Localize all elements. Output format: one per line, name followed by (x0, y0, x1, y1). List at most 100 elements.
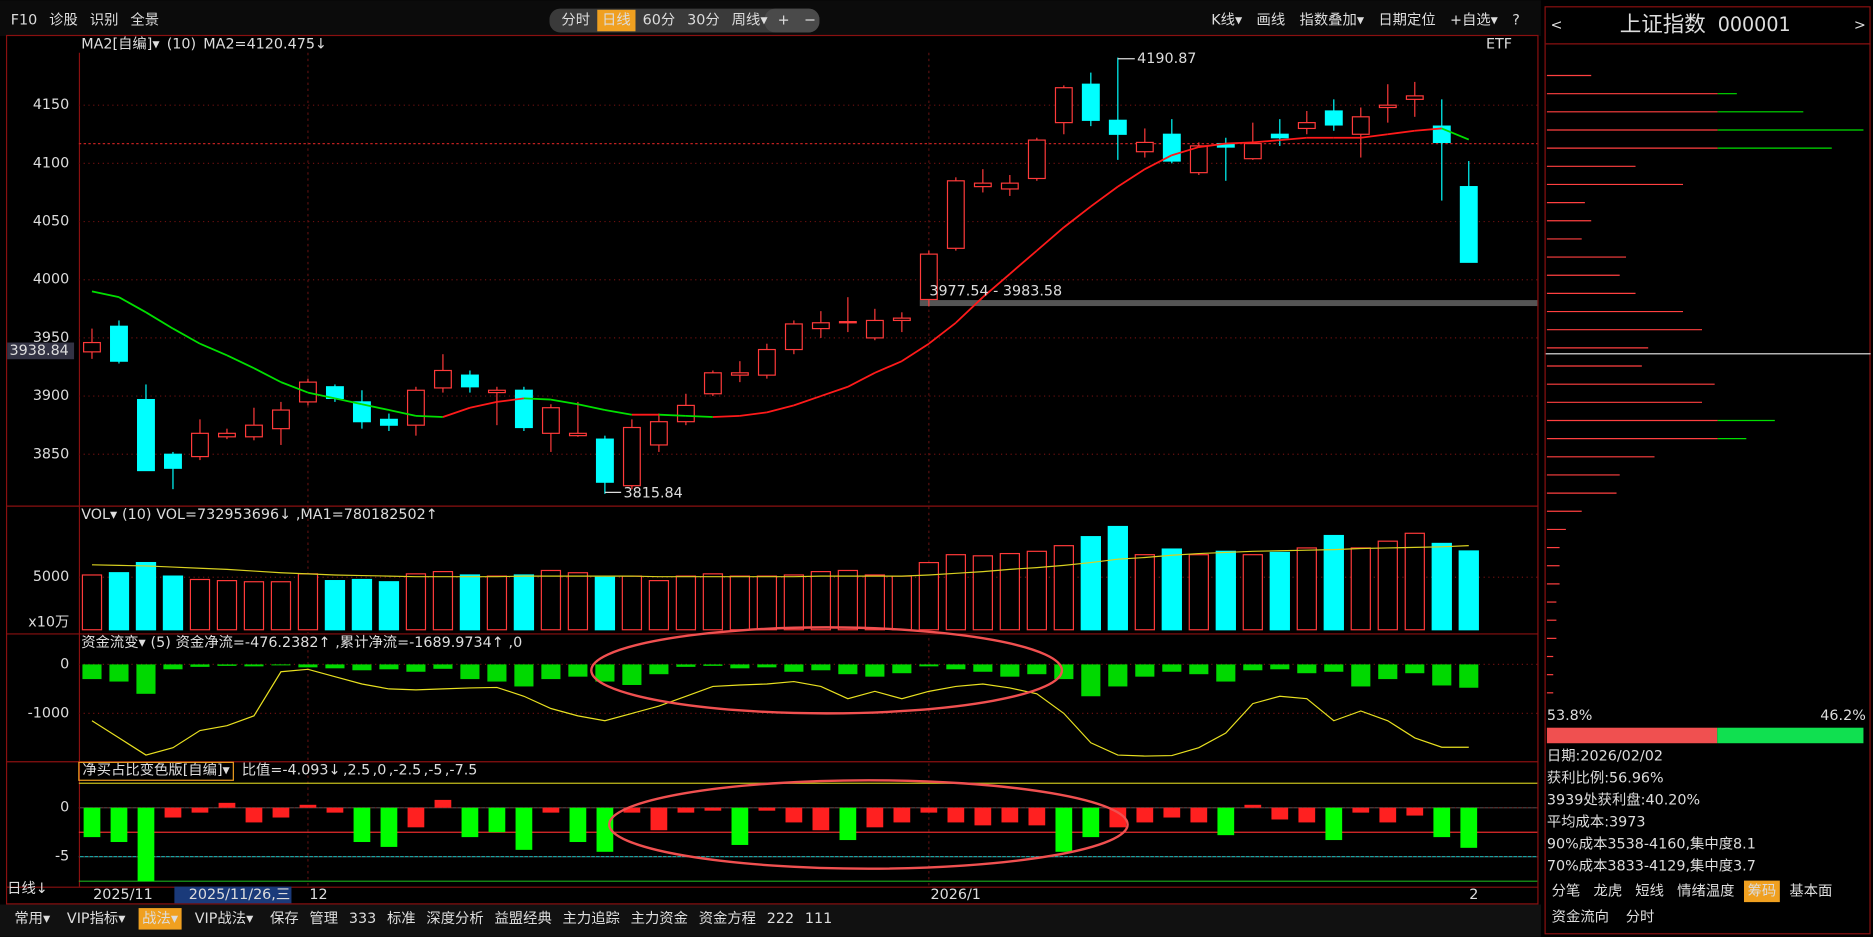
ma-line (1252, 139, 1280, 144)
bottom-tab[interactable]: 资金方程 (699, 910, 756, 927)
ma-line (820, 385, 849, 397)
flow-bar (406, 664, 426, 672)
period-tab[interactable]: 30分 (687, 12, 720, 29)
candle-body (784, 323, 803, 351)
flow-bar (1189, 664, 1209, 675)
bottom-tab[interactable]: VIP指标▾ (67, 910, 126, 927)
ma-line (442, 406, 471, 418)
toolbar-button[interactable]: 画线 (1256, 12, 1285, 29)
toolbar-button[interactable]: 日期定位 (1378, 12, 1435, 29)
ratio-bar (1028, 807, 1046, 826)
price-tag: 3938.84 (10, 343, 69, 359)
toolbar-button[interactable]: 诊股 (49, 12, 78, 29)
side-tab[interactable]: 基本面 (1789, 882, 1832, 899)
side-tab[interactable]: 情绪温度 (1677, 882, 1734, 899)
y-tick-label: 4100 (33, 155, 69, 171)
period-tab[interactable]: 周线▾ (732, 12, 769, 29)
candle-body (1270, 133, 1289, 139)
indicator-header: ,MA1=780182502↑ (296, 507, 438, 523)
ratio-bar (299, 804, 317, 808)
volume-bar (1323, 534, 1344, 631)
ma-line (307, 391, 336, 400)
ma-line (1198, 142, 1226, 148)
ma-line (577, 403, 606, 411)
volume-bar (135, 561, 157, 631)
ratio-bar (1109, 807, 1127, 828)
toolbar-button[interactable]: ? (1512, 13, 1520, 29)
bottom-tab[interactable]: 标准 (387, 910, 416, 927)
side-next[interactable]: > (1854, 17, 1866, 33)
side-tab[interactable]: 分时 (1626, 909, 1655, 926)
side-code: 000001 (1718, 13, 1791, 36)
bottom-tab[interactable]: 管理 (309, 910, 338, 927)
indicator-header: (10) (122, 507, 151, 523)
toolbar-button[interactable]: F10 (11, 13, 37, 29)
period-tab[interactable]: 60分 (643, 12, 676, 29)
flow-bar (460, 664, 480, 680)
bottom-tab[interactable]: 主力追踪 (563, 910, 620, 927)
bottom-tab[interactable]: 深度分析 (426, 910, 483, 927)
etf-label: ETF (1486, 36, 1512, 52)
side-tab[interactable]: 分笔 (1552, 882, 1581, 899)
flow-bar (163, 664, 183, 670)
side-tab[interactable]: 资金流向 (1552, 909, 1609, 926)
ratio-bar (731, 807, 749, 845)
toolbar-button[interactable]: K线▾ (1211, 12, 1243, 29)
side-prev[interactable]: < (1550, 17, 1562, 33)
period-tab[interactable]: 日线 (602, 12, 631, 29)
flow-bar (1351, 664, 1371, 687)
candle-body (865, 319, 884, 339)
bottom-tab[interactable]: 222 (767, 911, 794, 927)
candle-body (352, 401, 371, 423)
ma-line (1036, 226, 1065, 252)
volume-bar (243, 581, 265, 631)
ratio-bar (623, 807, 641, 813)
volume-bar (378, 581, 400, 631)
candle-body (110, 325, 128, 362)
side-tab[interactable]: 龙虎 (1593, 882, 1622, 899)
ratio-bar (866, 807, 884, 828)
flow-bar (1405, 664, 1425, 674)
candle-body (137, 398, 155, 472)
toolbar-button[interactable]: 识别 (90, 12, 119, 29)
bottom-tab[interactable]: 333 (349, 911, 376, 927)
volume-bar (999, 552, 1020, 631)
flow-bar (838, 664, 858, 675)
volume-bar (1350, 547, 1371, 631)
bottom-tab[interactable]: 主力资金 (631, 910, 688, 927)
period-tab[interactable]: 分时 (561, 12, 590, 29)
flow-bar (649, 664, 669, 675)
candle-body (244, 424, 263, 438)
ma-line (118, 296, 147, 314)
bottom-tab[interactable]: VIP战法▾ (195, 910, 254, 927)
toolbar-button[interactable]: 全景 (130, 11, 159, 29)
bottom-tab[interactable]: 保存 (270, 910, 299, 927)
y-tick-label: 3950 (33, 330, 69, 346)
toolbar-button[interactable]: +自选▾ (1450, 12, 1499, 29)
indicator-header: 资金流变▾ (81, 634, 146, 651)
volume-bar (1296, 547, 1317, 631)
ma-line (847, 372, 876, 388)
candle-body (1162, 133, 1181, 162)
candle-body (649, 421, 668, 446)
zoom-button[interactable]: − (804, 13, 816, 29)
indicator-header: 比值=-4.093↓ (242, 762, 341, 779)
ma-line (928, 322, 957, 345)
toolbar-button[interactable]: 指数叠加▾ (1300, 12, 1365, 29)
ma-line (253, 367, 282, 383)
side-tab[interactable]: 短线 (1635, 882, 1664, 899)
bottom-tab[interactable]: 111 (805, 911, 832, 927)
bottom-tab[interactable]: 常用▾ (14, 910, 51, 927)
bottom-tab[interactable]: 战法▾ (142, 910, 179, 927)
bottom-tab[interactable]: 益盟经典 (494, 910, 551, 927)
ratio-bar (1055, 807, 1073, 852)
volume-bar (216, 580, 238, 631)
zoom-button[interactable]: + (778, 13, 790, 29)
y-tick-label: -5 (55, 849, 69, 865)
candle-body (514, 389, 533, 429)
chart-frame (5, 34, 1539, 905)
flow-bar (1027, 664, 1047, 675)
volume-bar (513, 574, 535, 631)
side-tab[interactable]: 筹码 (1748, 882, 1777, 899)
